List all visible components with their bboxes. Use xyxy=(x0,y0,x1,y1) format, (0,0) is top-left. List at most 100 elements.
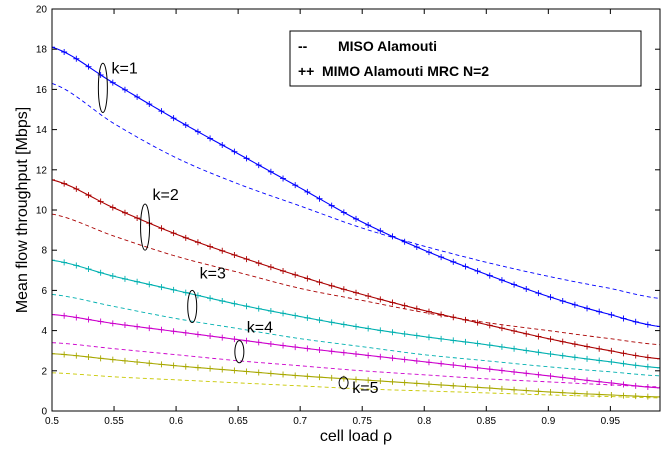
annotation-label: k=2 xyxy=(153,187,179,204)
data-point xyxy=(474,268,481,275)
data-point xyxy=(657,323,660,330)
series-line-k=3-dashed xyxy=(52,293,660,377)
data-point xyxy=(559,374,566,381)
data-point xyxy=(401,330,408,337)
data-point xyxy=(304,373,311,380)
data-point xyxy=(85,353,92,360)
data-point xyxy=(73,185,80,192)
data-point xyxy=(632,382,639,389)
group-ellipse xyxy=(338,376,349,390)
data-point xyxy=(146,281,153,288)
data-point xyxy=(61,180,68,187)
data-point xyxy=(52,350,55,357)
data-point xyxy=(316,317,323,324)
data-point xyxy=(596,308,603,315)
data-point xyxy=(304,188,311,195)
data-point xyxy=(644,354,651,361)
data-point xyxy=(158,326,165,333)
data-point xyxy=(328,348,335,355)
data-point xyxy=(523,285,530,292)
data-point xyxy=(511,386,518,393)
data-point xyxy=(486,366,493,373)
data-point xyxy=(584,343,591,350)
data-point xyxy=(365,377,372,384)
data-point xyxy=(340,349,347,356)
data-point xyxy=(340,286,347,293)
data-point xyxy=(182,234,189,241)
x-tick-label: 0.55 xyxy=(104,416,124,427)
data-point xyxy=(559,352,566,359)
data-point xyxy=(657,384,660,391)
data-point xyxy=(462,363,469,370)
data-point xyxy=(255,162,262,169)
data-point xyxy=(267,370,274,377)
data-point xyxy=(547,389,554,396)
legend-box xyxy=(289,30,642,87)
data-point xyxy=(280,310,287,317)
data-point xyxy=(632,318,639,325)
data-point xyxy=(632,362,639,369)
x-tick-label: 0.9 xyxy=(541,416,555,427)
data-point xyxy=(608,311,615,318)
data-point xyxy=(158,225,165,232)
data-point xyxy=(267,264,274,271)
data-point xyxy=(243,256,250,263)
data-point xyxy=(121,275,128,282)
axes: 0.5 0.55 0.6 0.65 0.7 0.75 0.8 0.85 0.9 0.95 0 2 4 6 8… xyxy=(14,5,661,445)
data-point xyxy=(571,301,578,308)
data-point xyxy=(413,332,420,339)
y-tick-label: 16 xyxy=(36,85,48,96)
data-point xyxy=(182,329,189,336)
group-ellipse xyxy=(187,289,198,324)
data-point xyxy=(194,364,201,371)
data-point xyxy=(571,390,578,397)
data-point xyxy=(389,329,396,336)
data-point xyxy=(413,380,420,387)
data-point xyxy=(365,293,372,300)
data-point xyxy=(353,351,359,358)
data-point xyxy=(474,384,481,391)
data-point xyxy=(134,215,141,222)
data-point xyxy=(547,373,554,380)
data-point xyxy=(340,321,347,328)
data-point xyxy=(657,355,660,362)
data-point xyxy=(170,115,177,122)
data-point xyxy=(535,290,542,297)
data-point xyxy=(267,168,274,175)
data-point xyxy=(535,388,542,395)
data-point xyxy=(243,303,250,310)
data-point xyxy=(377,227,384,234)
data-point xyxy=(134,93,141,100)
data-point xyxy=(486,385,493,392)
data-point xyxy=(450,314,457,321)
data-point xyxy=(158,361,165,368)
data-point xyxy=(559,338,566,345)
data-point xyxy=(365,352,372,359)
data-point xyxy=(219,247,226,254)
data-point xyxy=(413,244,420,251)
data-point xyxy=(231,300,238,307)
series-line-k=1-solid-plus xyxy=(52,46,660,328)
data-point xyxy=(231,336,238,343)
data-point xyxy=(304,345,311,352)
group-ellipse xyxy=(140,203,151,251)
data-point xyxy=(255,369,262,376)
data-point xyxy=(219,366,226,373)
data-point xyxy=(219,334,226,341)
data-point xyxy=(498,343,505,350)
data-point xyxy=(280,267,287,274)
data-point xyxy=(292,271,299,278)
x-tick-label: 0.85 xyxy=(477,416,497,427)
data-point xyxy=(438,381,445,388)
data-point xyxy=(425,381,432,388)
data-point xyxy=(474,364,481,371)
data-point xyxy=(219,298,226,305)
data-point xyxy=(121,357,128,364)
data-point xyxy=(304,275,311,282)
data-point xyxy=(255,305,262,312)
legend-marker: ++ xyxy=(298,63,314,79)
data-point xyxy=(608,391,615,398)
data-point xyxy=(73,352,80,359)
data-point xyxy=(158,284,165,291)
data-point xyxy=(243,368,250,375)
